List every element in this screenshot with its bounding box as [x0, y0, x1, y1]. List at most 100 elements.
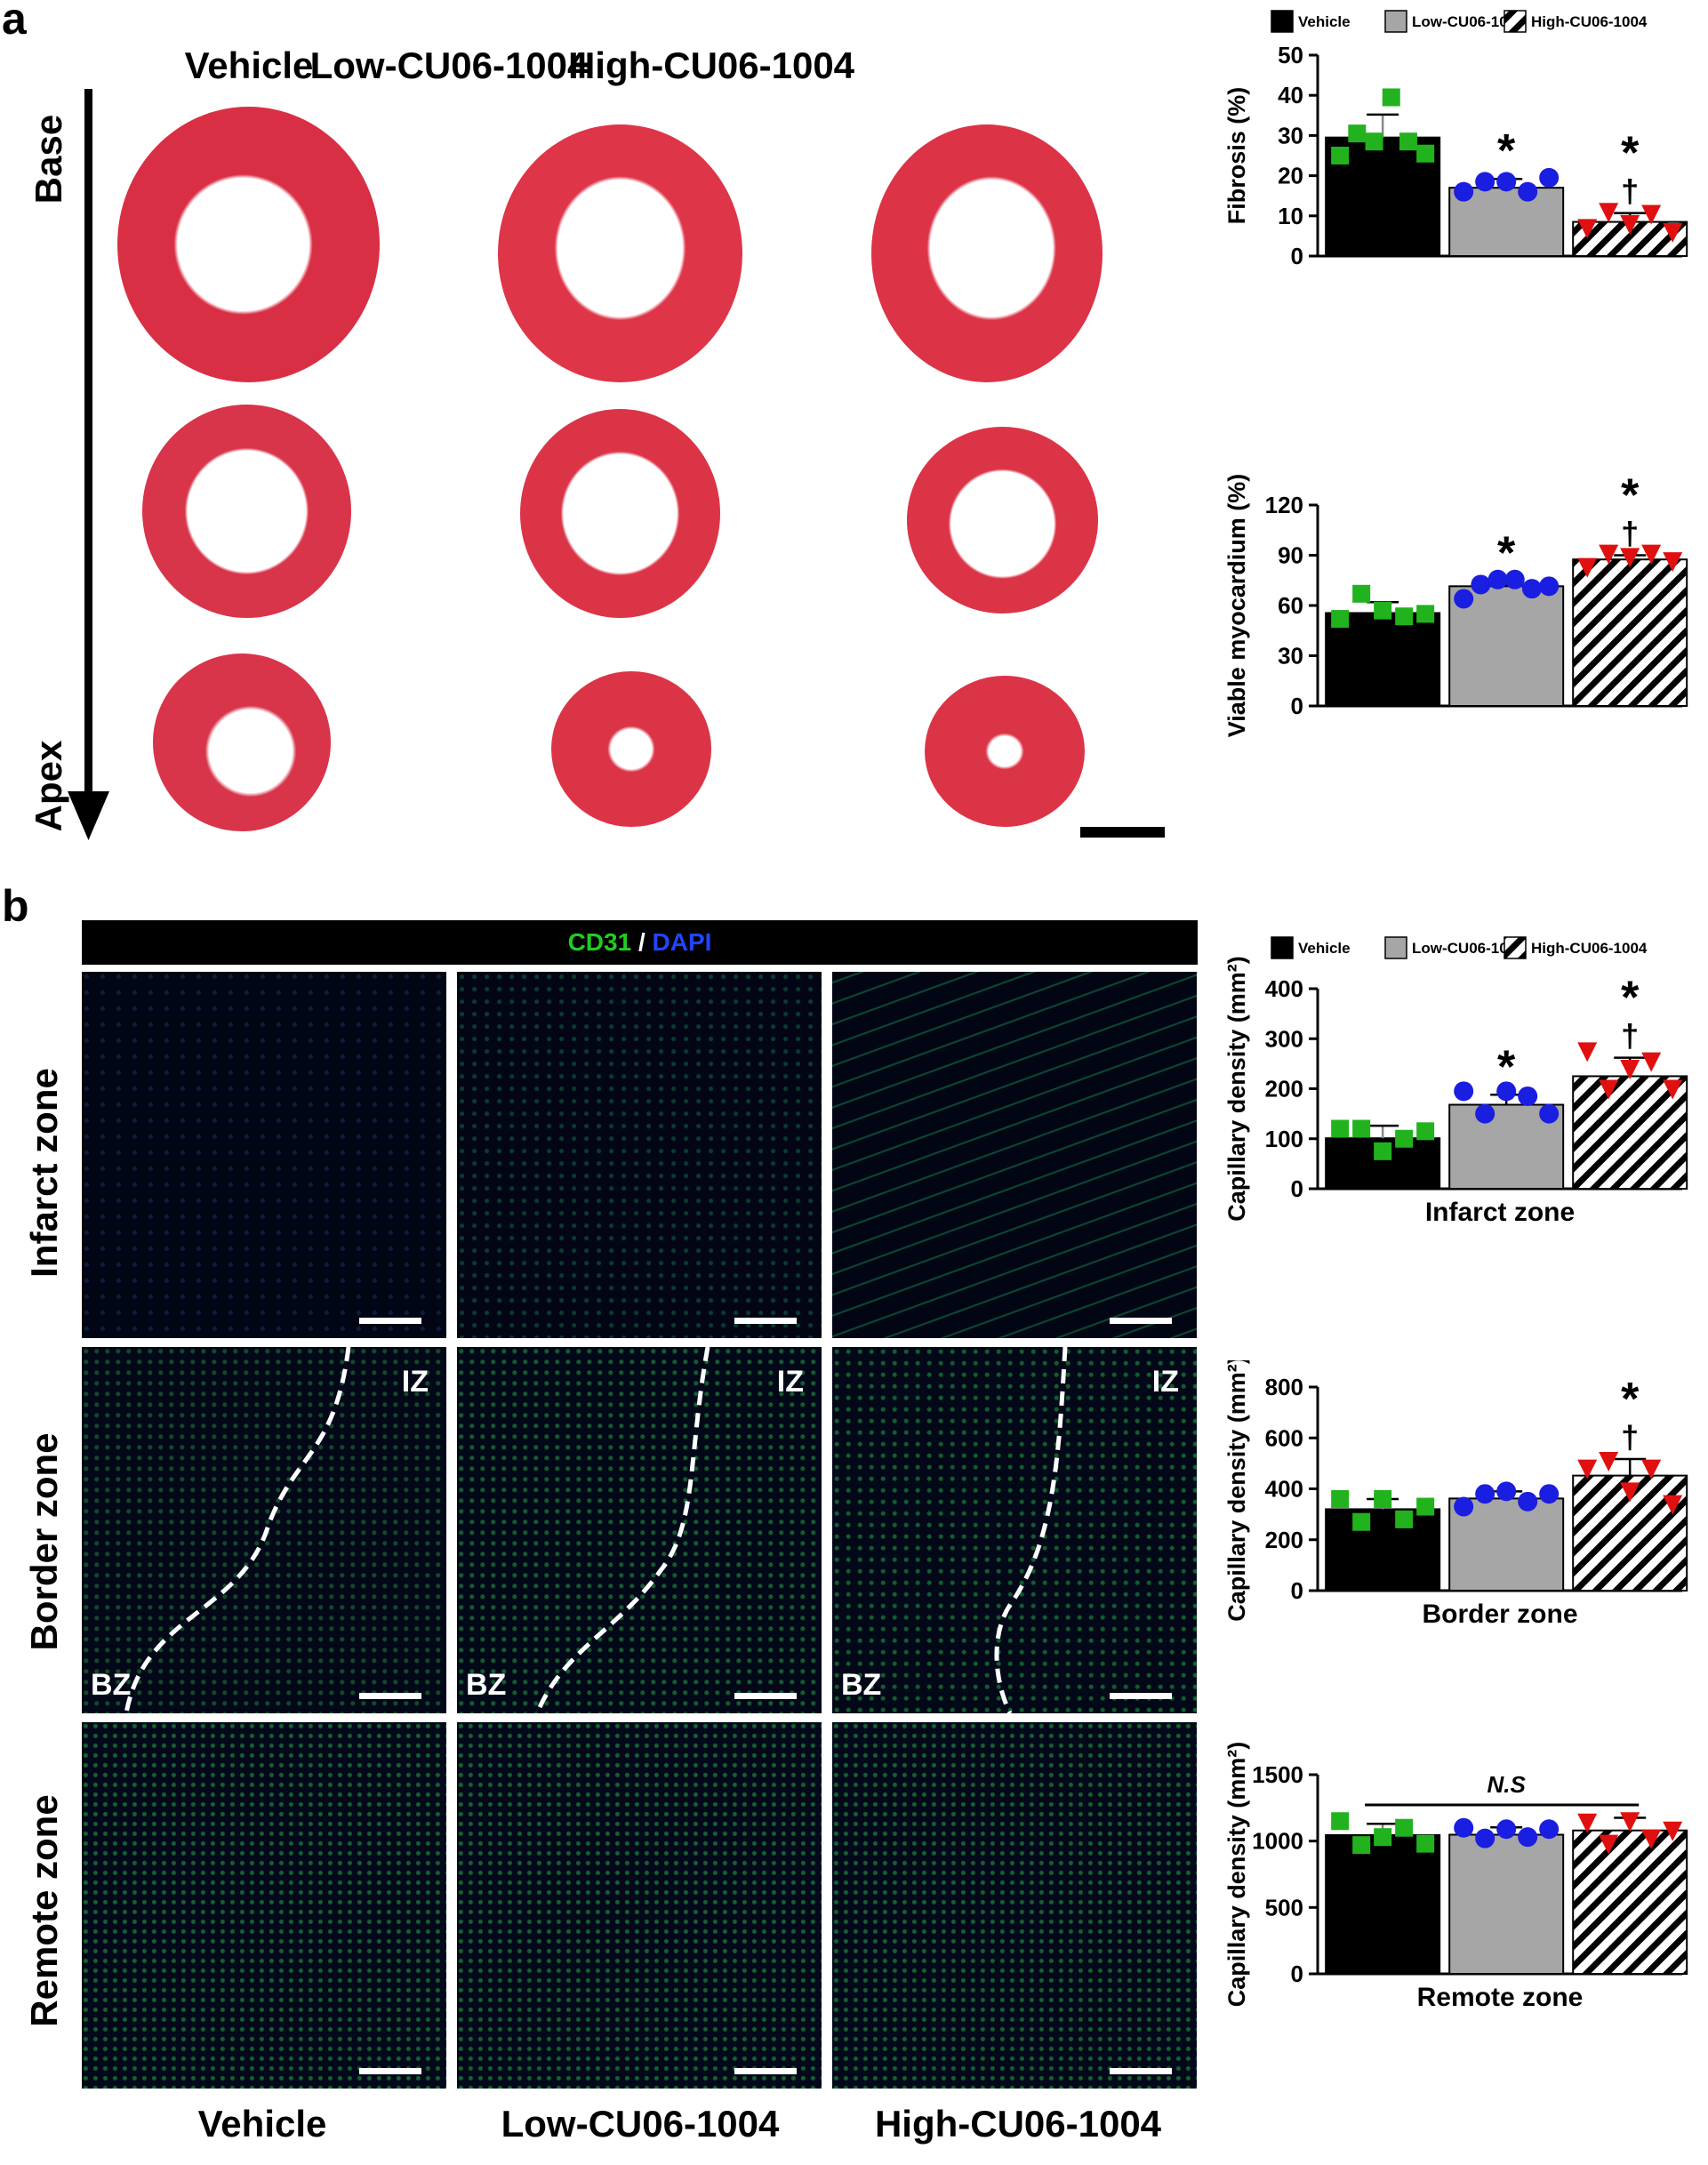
- data-point-high: [1663, 1821, 1683, 1841]
- significance-dagger: †: [1621, 173, 1639, 210]
- scale-bar: [1110, 1693, 1172, 1699]
- y-axis-label: Fibrosis (%): [1223, 87, 1250, 225]
- bar-vehicle: [1325, 1833, 1441, 1975]
- scale-bar: [359, 2068, 421, 2074]
- y-tick-label: 0: [1291, 1175, 1303, 1202]
- scale-bar: [1110, 2068, 1172, 2074]
- data-point-vehicle: [1395, 1510, 1414, 1528]
- legend-label: Vehicle: [1298, 940, 1351, 957]
- y-tick-label: 400: [1265, 975, 1303, 1002]
- y-tick-label: 10: [1278, 203, 1303, 229]
- bar-vehicle: [1325, 1508, 1441, 1592]
- data-point-low: [1518, 1086, 1538, 1106]
- data-point-low: [1475, 1484, 1496, 1504]
- y-tick-label: 20: [1278, 163, 1303, 189]
- chart-legend: Vehicle Low-CU06-1004 High-CU06-1004: [1271, 936, 1648, 959]
- legend-swatch: [1504, 10, 1527, 33]
- data-point-vehicle: [1416, 1122, 1435, 1141]
- data-point-vehicle: [1331, 1812, 1350, 1831]
- y-tick-label: 800: [1265, 1374, 1303, 1400]
- data-point-low: [1454, 589, 1474, 609]
- data-point-vehicle: [1331, 610, 1350, 629]
- legend-label: Low-CU06-1004: [1412, 13, 1525, 30]
- panel-b-letter: b: [2, 881, 29, 931]
- data-point-vehicle: [1331, 1119, 1350, 1138]
- data-point-high: [1599, 1834, 1619, 1855]
- y-tick-label: 200: [1265, 1527, 1303, 1553]
- data-point-high: [1663, 222, 1683, 243]
- significance-star: *: [1621, 128, 1640, 180]
- legend-swatch: [1384, 10, 1407, 33]
- heart-section-low-mid: [520, 409, 720, 618]
- data-point-high: [1620, 1812, 1640, 1832]
- micrograph-border-low: IZ BZ: [457, 1347, 822, 1713]
- iz-label: IZ: [776, 1365, 804, 1399]
- y-tick-label: 100: [1265, 1126, 1303, 1152]
- data-point-vehicle: [1416, 144, 1435, 163]
- data-point-low: [1475, 1828, 1496, 1848]
- legend-swatch: [1504, 936, 1527, 959]
- data-point-low: [1539, 1819, 1560, 1840]
- micrograph-border-vehicle: IZ BZ: [82, 1347, 446, 1713]
- data-point-vehicle: [1352, 1512, 1371, 1531]
- significance-dagger: †: [1621, 1018, 1639, 1054]
- significance-star: *: [1621, 973, 1640, 1024]
- bottom-label-low: Low-CU06-1004: [501, 2103, 780, 2145]
- data-point-vehicle: [1374, 601, 1392, 620]
- data-point-high: [1641, 1829, 1662, 1849]
- y-tick-label: 120: [1265, 492, 1303, 518]
- col-heading-high: High-CU06-1004: [567, 44, 855, 86]
- data-point-vehicle: [1348, 124, 1367, 143]
- y-tick-label: 40: [1278, 82, 1303, 108]
- data-point-vehicle: [1395, 1818, 1414, 1837]
- scale-bar: [359, 1318, 421, 1324]
- data-point-low: [1496, 1081, 1517, 1102]
- data-point-high: [1641, 1459, 1662, 1479]
- data-point-vehicle: [1352, 1836, 1371, 1855]
- chart-fibrosis: Vehicle Low-CU06-1004 High-CU06-1004 0 10 20 3…: [1223, 10, 1688, 269]
- y-tick-label: 90: [1278, 542, 1303, 569]
- x-axis-label: Remote zone: [1417, 1983, 1584, 2012]
- y-axis-label: Capillary density (mm²): [1223, 1742, 1250, 2008]
- heart-section-vehicle-mid: [142, 405, 351, 618]
- data-point-high: [1599, 1452, 1619, 1472]
- data-point-vehicle: [1352, 584, 1371, 603]
- data-point-high: [1620, 214, 1640, 235]
- y-tick-label: 60: [1278, 592, 1303, 619]
- significance-star: *: [1621, 471, 1640, 522]
- row-label-infarct: Infarct zone: [23, 1068, 65, 1278]
- data-point-low: [1496, 1481, 1517, 1502]
- significance-dagger: †: [1621, 1419, 1639, 1455]
- panel-a-letter: a: [2, 0, 27, 44]
- bottom-label-high: High-CU06-1004: [874, 2103, 1162, 2145]
- significance-star: *: [1497, 125, 1516, 177]
- y-tick-label: 50: [1278, 42, 1303, 68]
- scale-bar: [734, 1318, 797, 1324]
- data-point-vehicle: [1352, 1119, 1371, 1138]
- legend-label: High-CU06-1004: [1531, 940, 1648, 957]
- scale-bar: [734, 2068, 797, 2074]
- bar-low: [1448, 1833, 1565, 1975]
- heart-section-low-apex: [551, 671, 711, 827]
- micrograph-infarct-low: [457, 972, 822, 1338]
- y-tick-label: 0: [1291, 1961, 1303, 1987]
- micrograph-remote-low: [457, 1722, 822, 2089]
- data-point-vehicle: [1374, 1489, 1392, 1508]
- data-point-high: [1599, 1079, 1619, 1100]
- data-point-vehicle: [1374, 1142, 1392, 1160]
- y-tick-label: 0: [1291, 243, 1303, 269]
- data-point-low: [1471, 574, 1491, 595]
- y-tick-label: 0: [1291, 693, 1303, 719]
- y-tick-label: 1000: [1252, 1828, 1303, 1855]
- heart-section-high-base: [871, 124, 1103, 382]
- x-axis-label: Border zone: [1422, 1600, 1577, 1629]
- legend-swatch: [1271, 936, 1294, 959]
- data-point-vehicle: [1331, 1489, 1350, 1508]
- data-point-low: [1518, 1827, 1538, 1848]
- bz-label: BZ: [841, 1668, 882, 1702]
- bar-low: [1448, 187, 1565, 257]
- data-point-high: [1641, 544, 1662, 565]
- y-axis-label: Viable myocardium (%): [1223, 474, 1250, 738]
